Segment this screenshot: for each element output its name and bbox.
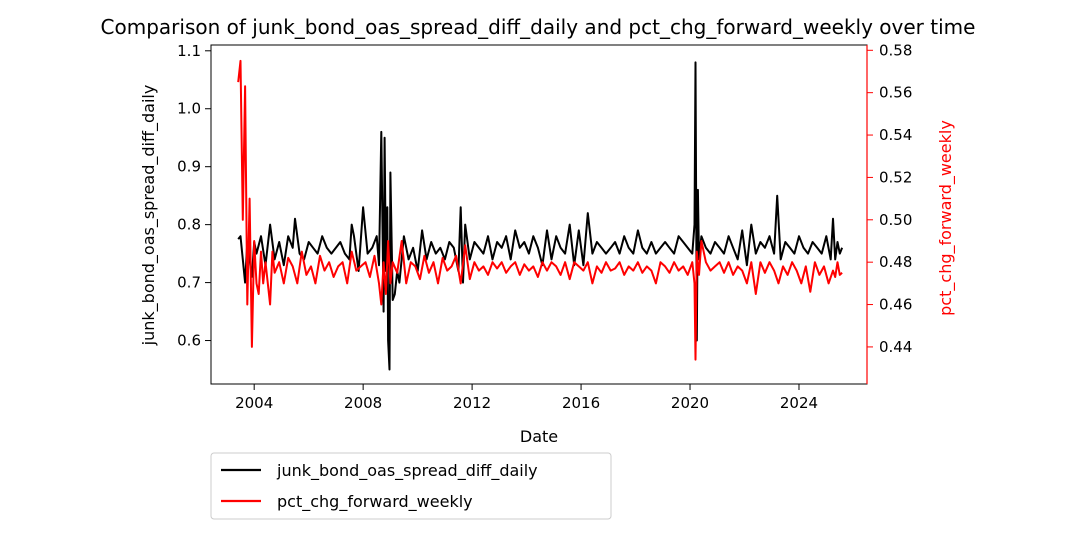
y-tick-label: 0.9	[177, 158, 201, 176]
series-line-junk-bond-oas-spread-diff-daily	[237, 61, 844, 371]
x-tick-label: 2012	[453, 394, 491, 412]
legend-label-pct-chg: pct_chg_forward_weekly	[277, 492, 473, 512]
y2-tick-label: 0.46	[879, 296, 912, 314]
y2-tick-label: 0.44	[879, 338, 912, 356]
x-tick-label: 2016	[562, 394, 600, 412]
series-pct-chg-line-group	[237, 59, 843, 361]
y-tick-label: 0.8	[177, 216, 201, 234]
y-tick-label: 0.7	[177, 274, 201, 292]
x-tick-label: 2020	[671, 394, 709, 412]
y-tick-label: 1.0	[177, 100, 201, 118]
legend-label-junk-bond: junk_bond_oas_spread_diff_daily	[276, 461, 538, 481]
x-tick-label: 2008	[344, 394, 382, 412]
y2-axis-label: pct_chg_forward_weekly	[936, 120, 956, 316]
y2-tick-label: 0.54	[879, 126, 912, 144]
series-line-pct-chg-forward-weekly	[237, 59, 843, 361]
y2-tick-label: 0.52	[879, 168, 912, 186]
chart-title: Comparison of junk_bond_oas_spread_diff_…	[101, 15, 976, 39]
plot-frame	[210, 44, 868, 385]
legend-box	[210, 452, 612, 520]
plot-area	[210, 44, 868, 385]
x-tick-label: 2024	[780, 394, 818, 412]
series-junk-bond-line-group	[237, 61, 844, 371]
x-axis: 2004 2008 2012 2016 2020 2024	[235, 384, 818, 412]
legend: junk_bond_oas_spread_diff_daily pct_chg_…	[210, 452, 612, 520]
y2-tick-label: 0.58	[879, 41, 912, 59]
x-tick-label: 2004	[235, 394, 273, 412]
y-axis-left: 0.6 0.7 0.8 0.9 1.0 1.1	[177, 42, 211, 350]
y-axis-right: 0.44 0.46 0.48 0.50 0.52 0.54 0.56 0.58	[867, 41, 912, 356]
y-tick-label: 1.1	[177, 42, 201, 60]
y2-tick-label: 0.56	[879, 84, 912, 102]
y-tick-label: 0.6	[177, 332, 201, 350]
y-axis-label: junk_bond_oas_spread_diff_daily	[139, 85, 159, 347]
y2-tick-label: 0.48	[879, 253, 912, 271]
x-axis-label: Date	[520, 427, 558, 446]
y2-tick-label: 0.50	[879, 211, 912, 229]
